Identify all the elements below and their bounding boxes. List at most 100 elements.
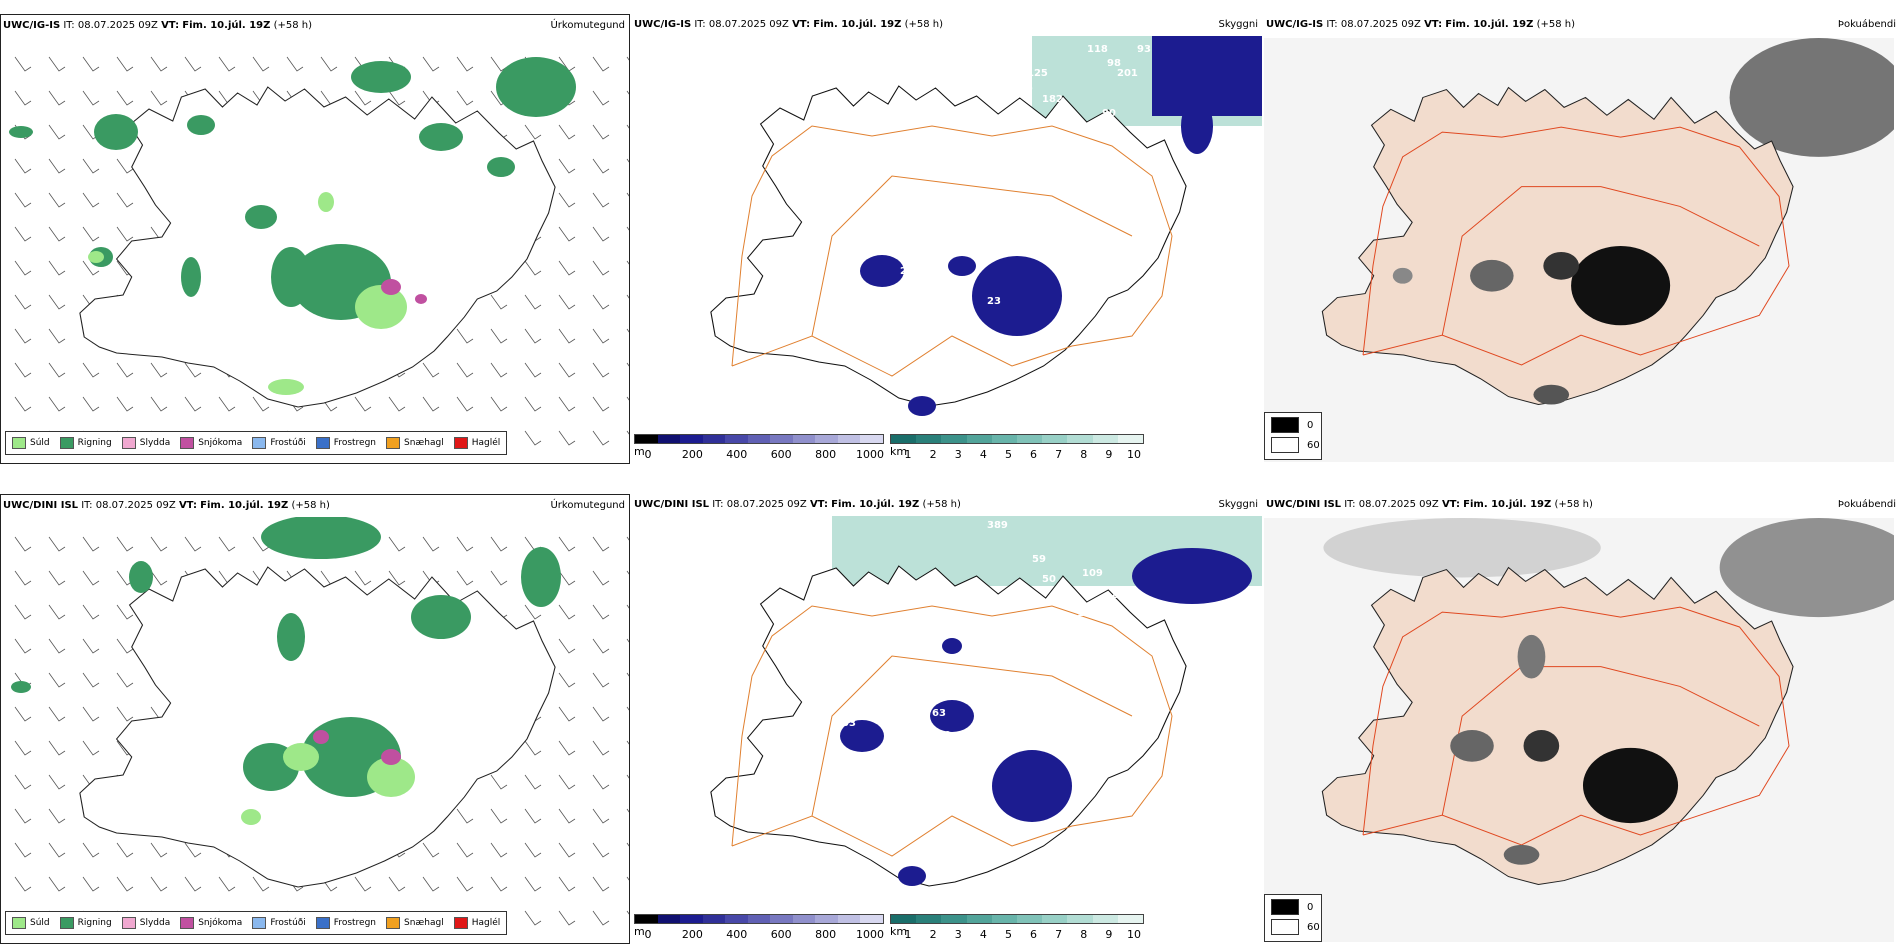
wind-barb — [388, 90, 406, 106]
wind-barb — [14, 774, 32, 790]
wind-barb — [626, 158, 629, 163]
fog-key-max: 60 — [1271, 919, 1320, 935]
wind-barb — [524, 740, 542, 756]
cloud-base-label: 109 — [1082, 568, 1103, 579]
wind-barb — [592, 638, 610, 654]
wind-barb — [558, 706, 576, 722]
legend-swatch — [315, 917, 330, 929]
legend-item-0: Súld — [12, 437, 50, 449]
wind-barb — [82, 740, 100, 756]
panel-header: UWC/IG-IS IT: 08.07.2025 09Z VT: Fim. 10… — [3, 19, 625, 33]
colorbar-tick-label: 400 — [726, 928, 748, 941]
wind-barb — [490, 876, 508, 892]
cloud-base-label: 67 — [887, 218, 901, 229]
model-name: UWC/IG-IS — [1266, 19, 1324, 30]
wind-barb — [14, 192, 32, 208]
legend-swatch — [180, 437, 195, 449]
wind-barb — [218, 396, 236, 412]
precip-map — [9, 56, 629, 446]
wind-barb — [82, 56, 100, 72]
colorbar-tick-label: 0 — [644, 448, 652, 461]
colorbar-segment — [702, 435, 726, 443]
cloud-base-label: 42 — [942, 748, 956, 759]
colorbar-segment — [770, 435, 793, 443]
wind-barb — [456, 56, 474, 72]
wind-barb — [592, 90, 610, 106]
rain-areas — [9, 57, 576, 320]
wind-barb — [48, 604, 66, 620]
wind-barb — [116, 876, 134, 892]
colorbar-tick-label: 200 — [681, 448, 703, 461]
wind-barb — [252, 876, 270, 892]
wind-barb — [48, 638, 66, 654]
wind-barb — [490, 536, 508, 552]
panel-header: UWC/DINI ISL IT: 08.07.2025 09Z VT: Fim.… — [634, 498, 1258, 512]
wind-barb — [252, 396, 270, 412]
wind-barb — [422, 396, 440, 412]
model-name: UWC/DINI ISL — [634, 499, 710, 510]
legend-label: Frostregn — [333, 438, 377, 448]
init-time: 08.07.2025 09Z — [77, 20, 158, 31]
wind-barb — [184, 842, 202, 858]
fog-key-min-label: 0 — [1307, 901, 1314, 913]
wind-barb — [592, 774, 610, 790]
wind-barb — [626, 536, 629, 541]
cloud-base-label: 199 — [882, 668, 903, 679]
wind-barb — [524, 842, 542, 858]
cloud-base-label: 56 — [862, 813, 876, 824]
colorbar-tick-label: 3 — [954, 928, 962, 941]
it-label: IT: — [1344, 499, 1356, 510]
colorbar-segment — [1017, 435, 1043, 443]
colorbar-tick-label: 10 — [1127, 928, 1141, 941]
wind-barb — [592, 536, 610, 552]
wind-barb — [184, 362, 202, 378]
wind-barb — [626, 430, 629, 435]
wind-barb — [150, 362, 168, 378]
colorbar-tick-label: 6 — [1030, 928, 1038, 941]
colorbar-segment — [860, 435, 884, 443]
panel-header: UWC/IG-IS IT: 08.07.2025 09Z VT: Fim. 10… — [1266, 18, 1896, 32]
wind-barb — [48, 124, 66, 140]
wind-barb — [48, 876, 66, 892]
init-time: 08.07.2025 09Z — [726, 499, 807, 510]
wind-barb — [626, 570, 629, 575]
wind-barb — [592, 362, 610, 378]
wind-barb — [48, 294, 66, 310]
legend-swatch — [252, 437, 267, 449]
colorbar-segment — [792, 435, 816, 443]
wind-barb — [48, 362, 66, 378]
it-label: IT: — [81, 500, 93, 511]
wind-barb — [150, 536, 168, 552]
legend-label: Slydda — [139, 918, 171, 928]
wind-barb — [14, 570, 32, 586]
wind-barb — [14, 808, 32, 824]
cloud-base-label: 125 — [1027, 68, 1048, 79]
colorbar-segment — [916, 435, 942, 443]
fog-key-swatch-min — [1271, 899, 1299, 915]
legend-item-7: Haglél — [453, 917, 500, 929]
wind-barb — [82, 226, 100, 242]
wind-barb — [490, 570, 508, 586]
wind-barb — [14, 226, 32, 242]
legend-swatch — [386, 917, 401, 929]
wind-barb — [116, 90, 134, 106]
wind-barb — [14, 842, 32, 858]
wind-barb — [524, 124, 542, 140]
wind-barb — [354, 90, 372, 106]
wind-barb — [48, 774, 66, 790]
init-time: 08.07.2025 09Z — [95, 500, 176, 511]
colorbar-segment — [1042, 915, 1068, 923]
wind-barb — [14, 260, 32, 276]
wind-barb — [456, 536, 474, 552]
legend-swatch — [180, 917, 195, 929]
wind-barb — [388, 396, 406, 412]
cloud-base-label: 42 — [892, 318, 906, 329]
wind-barb — [82, 604, 100, 620]
colorbar-segment — [1117, 915, 1144, 923]
legend-label: Slydda — [139, 438, 171, 448]
cloud-base-label: 93 — [1137, 44, 1151, 55]
fog-key-max-label: 60 — [1307, 439, 1320, 451]
wind-barb — [626, 604, 629, 609]
wind-barb — [456, 808, 474, 824]
wind-barb — [116, 638, 134, 654]
